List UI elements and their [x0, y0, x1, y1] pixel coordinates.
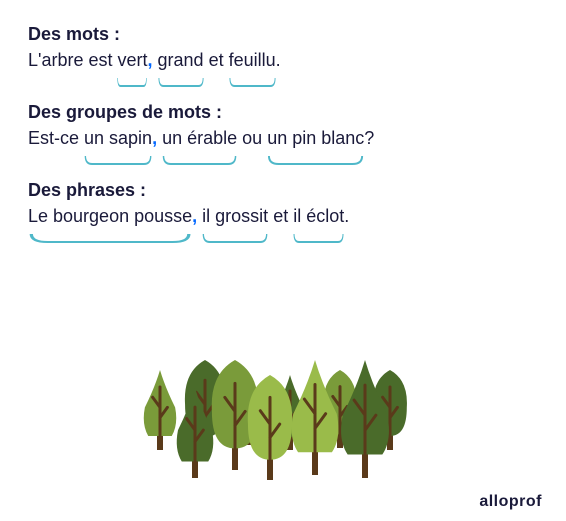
bracketed-group: un érable: [162, 125, 237, 152]
bracket-icon: [229, 78, 276, 88]
bracketed-group: il grossit: [202, 203, 268, 230]
grammar-section: Des mots :L'arbre est vert , grand et fe…: [28, 24, 538, 74]
bracketed-group: vert: [117, 47, 147, 74]
bracket-icon: [117, 78, 147, 88]
grammar-section: Des groupes de mots :Est-ce un sapin , u…: [28, 102, 538, 152]
plain-text: .: [344, 206, 349, 226]
example-sentence: Est-ce un sapin , un érable ou un pin bl…: [28, 125, 538, 152]
plain-text: ou: [237, 128, 267, 148]
bracketed-group: Le bourgeon pousse: [28, 203, 192, 230]
plain-text: et: [268, 206, 293, 226]
highlighted-comma: ,: [152, 128, 157, 148]
logo-text: alloprof: [479, 493, 542, 511]
bracketed-group: il éclot: [293, 203, 344, 230]
highlighted-comma: ,: [192, 206, 197, 226]
highlighted-comma: ,: [148, 50, 153, 70]
plain-text: .: [276, 50, 281, 70]
bracketed-group: feuillu: [229, 47, 276, 74]
bracketed-group: grand: [158, 47, 204, 74]
bracket-icon: [84, 156, 152, 166]
bracket-icon: [158, 78, 204, 88]
plain-text: Est-ce: [28, 128, 84, 148]
section-heading: Des phrases :: [28, 180, 538, 201]
bracketed-group: un pin blanc: [267, 125, 364, 152]
plain-text: L'arbre est: [28, 50, 117, 70]
forest-illustration: [0, 300, 566, 500]
bracket-icon: [293, 234, 344, 244]
plain-text: ?: [364, 128, 374, 148]
grammar-section: Des phrases :Le bourgeon pousse , il gro…: [28, 180, 538, 230]
content-root: Des mots :L'arbre est vert , grand et fe…: [28, 24, 538, 230]
example-sentence: Le bourgeon pousse , il grossit et il éc…: [28, 203, 538, 230]
plain-text: et: [204, 50, 229, 70]
bracket-icon: [28, 234, 192, 244]
bracket-icon: [202, 234, 268, 244]
section-heading: Des groupes de mots :: [28, 102, 538, 123]
bracket-icon: [267, 156, 364, 166]
bracket-icon: [162, 156, 237, 166]
section-heading: Des mots :: [28, 24, 538, 45]
bracketed-group: un sapin: [84, 125, 152, 152]
example-sentence: L'arbre est vert , grand et feuillu .: [28, 47, 538, 74]
